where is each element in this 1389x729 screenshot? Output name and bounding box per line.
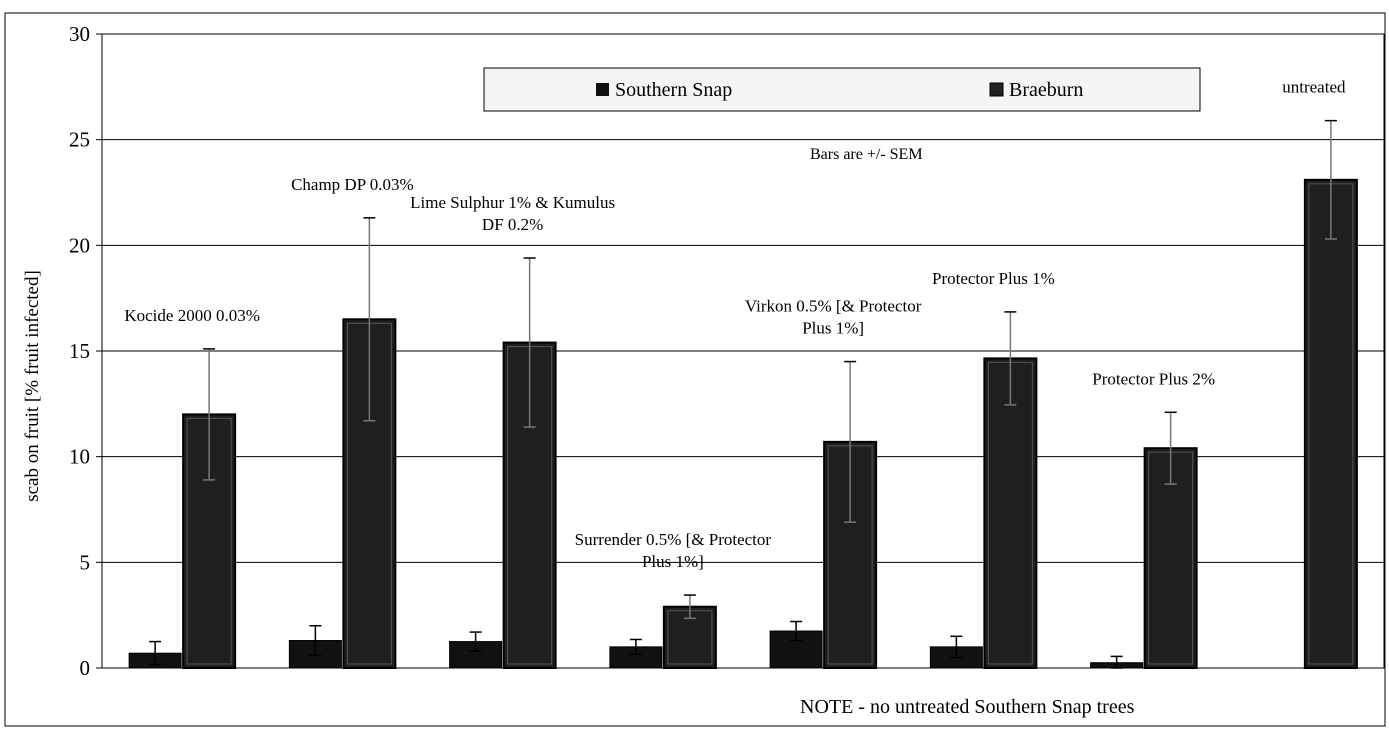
outer-frame bbox=[4, 12, 1386, 727]
bottom-note: NOTE - no untreated Southern Snap trees bbox=[800, 696, 1135, 718]
treatment-label: Champ DP 0.03% bbox=[291, 175, 414, 194]
error-bar-note: Bars are +/- SEM bbox=[810, 146, 923, 163]
treatment-label: untreated bbox=[1282, 78, 1346, 97]
y-tick-label: 0 bbox=[80, 656, 91, 680]
treatment-label: Protector Plus 1% bbox=[932, 269, 1055, 288]
treatment-label: Plus 1%] bbox=[802, 319, 864, 338]
legend-label-southern-snap: Southern Snap bbox=[615, 79, 732, 101]
y-tick-label: 15 bbox=[69, 339, 90, 363]
treatment-label: Kocide 2000 0.03% bbox=[124, 306, 260, 325]
y-tick-label: 20 bbox=[69, 233, 90, 257]
treatment-label: DF 0.2% bbox=[482, 215, 543, 234]
treatment-label: Virkon 0.5% [& Protector bbox=[745, 297, 922, 316]
y-axis-title: scab on fruit [% fruit infected] bbox=[22, 270, 43, 502]
y-axis-ticks: 0 5 10 15 20 25 30 bbox=[69, 22, 102, 680]
treatment-label: Surrender 0.5% [& Protector bbox=[575, 530, 772, 549]
bar-braeburn bbox=[983, 357, 1038, 669]
y-tick-label: 5 bbox=[80, 550, 91, 574]
y-tick-label: 30 bbox=[69, 22, 90, 46]
legend-box bbox=[483, 67, 1201, 112]
y-tick-label: 25 bbox=[69, 128, 90, 152]
legend: Southern Snap Braeburn bbox=[483, 67, 1201, 112]
error-bars bbox=[149, 119, 1337, 669]
treatment-label: Protector Plus 2% bbox=[1092, 369, 1215, 388]
plot-area-frame bbox=[101, 33, 1385, 669]
treatment-label: Plus 1%] bbox=[642, 552, 704, 571]
legend-label-braeburn: Braeburn bbox=[1009, 79, 1083, 101]
y-tick-label: 10 bbox=[69, 445, 90, 469]
legend-swatch-braeburn bbox=[989, 82, 1004, 97]
treatment-labels: Kocide 2000 0.03% Champ DP 0.03%Lime Sulp… bbox=[124, 78, 1346, 571]
bars bbox=[128, 178, 1358, 670]
treatment-label: Lime Sulphur 1% & Kumulus bbox=[410, 193, 615, 212]
legend-swatch-southern-snap bbox=[596, 83, 609, 96]
bar-braeburn bbox=[1303, 178, 1358, 669]
